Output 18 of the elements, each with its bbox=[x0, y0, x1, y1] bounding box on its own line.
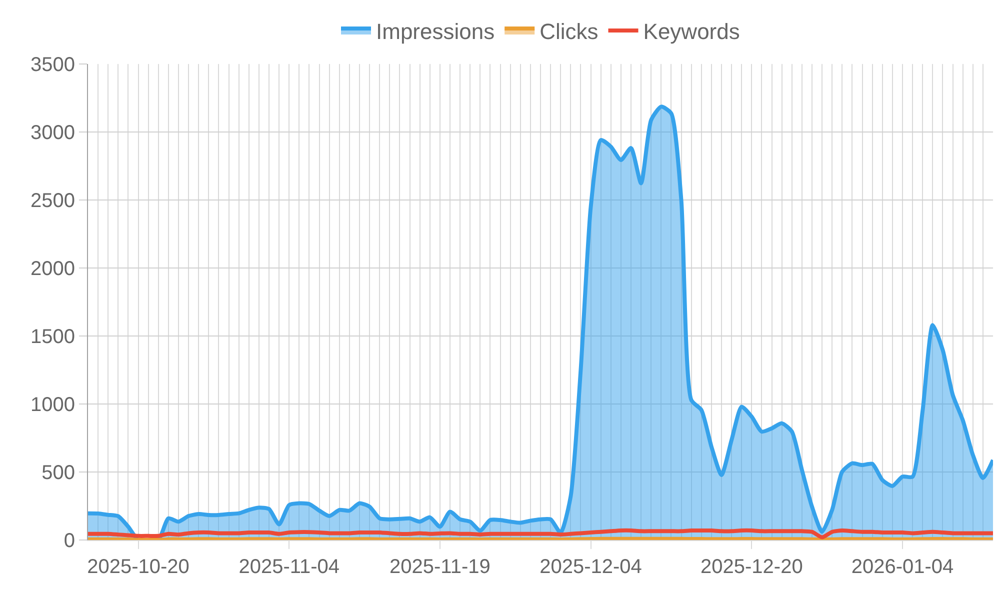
y-tick-label: 0 bbox=[64, 530, 75, 552]
y-tick-label: 1500 bbox=[30, 326, 75, 348]
x-tick-label: 2025-11-04 bbox=[238, 556, 340, 578]
y-tick-label: 2000 bbox=[30, 258, 75, 280]
y-tick-label: 1000 bbox=[30, 394, 75, 416]
x-tick-label: 2025-11-19 bbox=[390, 556, 490, 578]
y-tick-label: 2500 bbox=[30, 190, 75, 212]
x-tick-label: 2026-01-04 bbox=[851, 556, 954, 578]
line-series bbox=[88, 528, 993, 540]
x-tick-label: 2025-10-20 bbox=[87, 556, 190, 578]
y-tick-label: 3500 bbox=[30, 54, 75, 76]
x-tick-label: 2025-12-04 bbox=[540, 556, 642, 578]
y-tick-label: 3000 bbox=[30, 122, 75, 144]
legend-label: Keywords bbox=[643, 19, 740, 44]
x-tick-label: 2025-12-20 bbox=[700, 556, 803, 578]
y-tick-label: 500 bbox=[42, 462, 75, 484]
legend-label: Impressions bbox=[376, 19, 495, 44]
legend-label: Clicks bbox=[540, 19, 598, 44]
